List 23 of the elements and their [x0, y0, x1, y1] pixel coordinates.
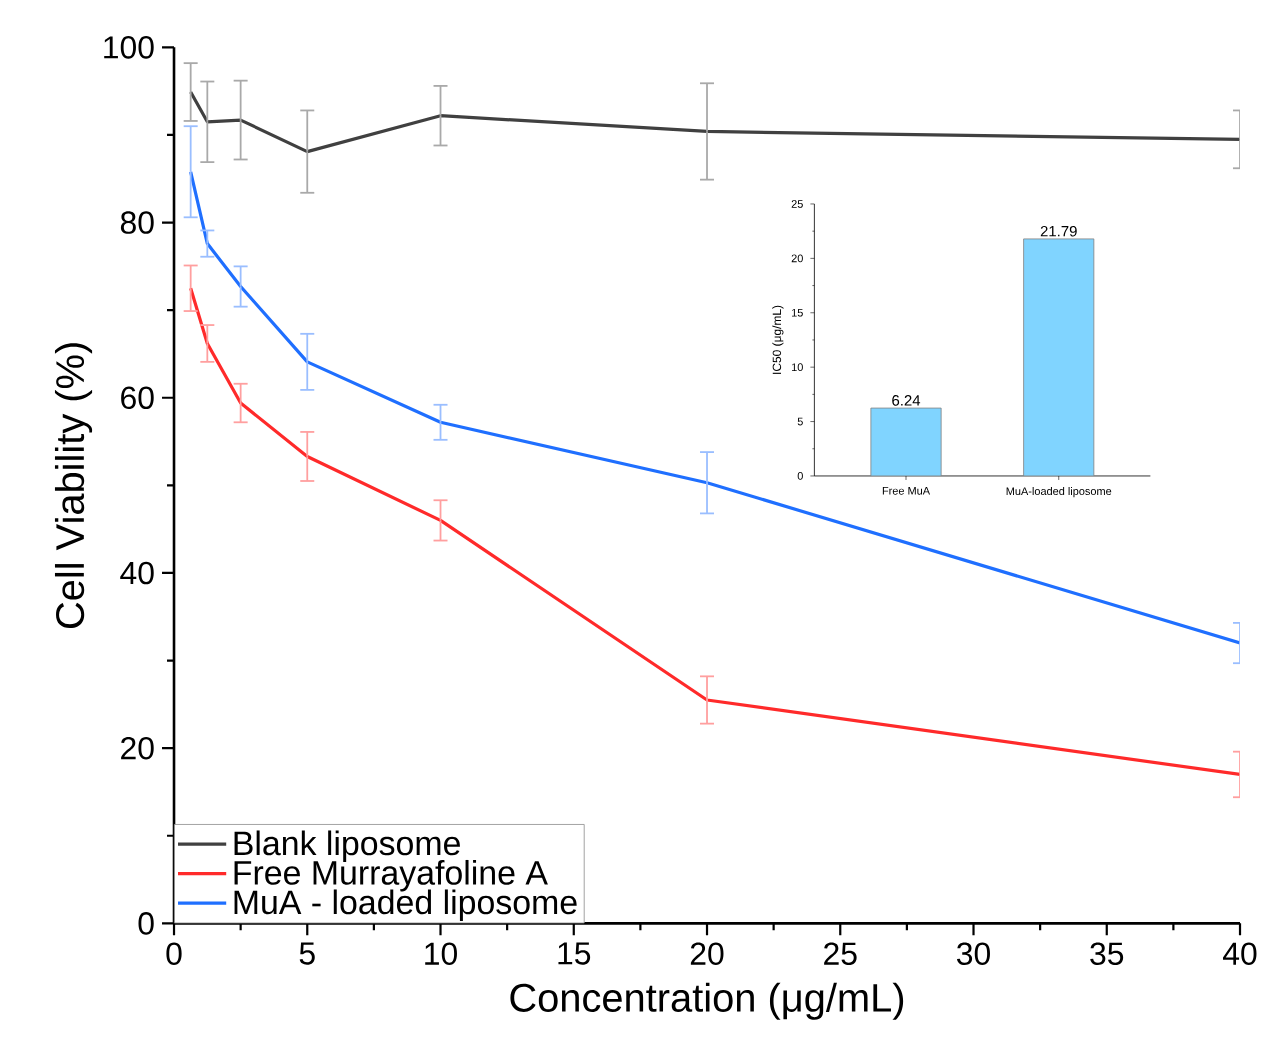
legend-label: MuA - loaded liposome [234, 889, 577, 922]
x-tick-label: 0 [166, 942, 182, 965]
x-tick-label: 25 [824, 942, 857, 965]
y-tick-label: 0 [138, 912, 154, 935]
y-tick-label: 40 [120, 561, 154, 585]
y-tick-label: 80 [120, 211, 154, 234]
line-series [189, 90, 1241, 154]
y-axis-title: Cell Viability (%) [54, 343, 93, 629]
x-tick-label: 15 [558, 942, 591, 965]
x-tick-label: 35 [1090, 942, 1124, 965]
line-series [189, 170, 1241, 645]
line-series [189, 286, 1241, 777]
legend-label: Blank liposome [234, 830, 460, 863]
x-tick-label: 40 [1223, 942, 1257, 965]
x-tick-label: 10 [425, 942, 457, 965]
legend-label: Free Murrayafoline A [234, 859, 548, 892]
y-tick-label: 20 [121, 736, 154, 760]
x-tick-label: 30 [957, 942, 990, 965]
y-tick-label: 60 [121, 386, 154, 410]
x-axis-title: Concentration (μg/mL) [510, 982, 904, 1020]
y-tick-label: 100 [104, 36, 154, 59]
x-tick-label: 20 [690, 942, 724, 965]
x-tick-label: 5 [299, 942, 315, 965]
